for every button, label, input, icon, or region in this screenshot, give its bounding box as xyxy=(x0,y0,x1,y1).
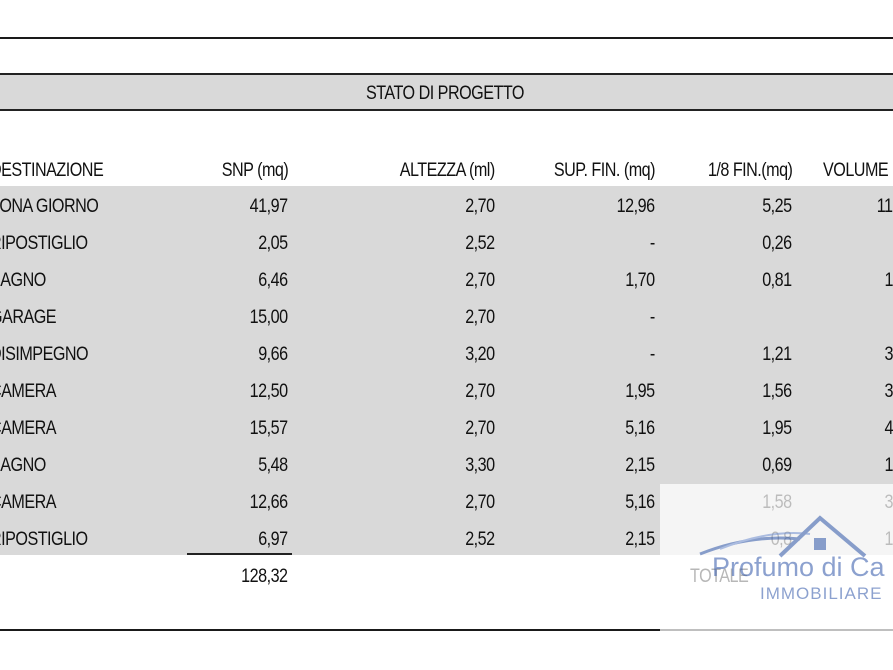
cell-volume: 11 xyxy=(877,196,893,217)
col-header-fin-8: 1/8 FIN.(mq) xyxy=(707,160,792,181)
cell-volume: 3 xyxy=(884,381,893,402)
cell-sup-fin: 1,70 xyxy=(625,270,656,291)
bottom-rule xyxy=(0,629,893,631)
cell-sup-fin: - xyxy=(650,233,655,254)
cell-snp: 15,57 xyxy=(250,418,288,439)
section-header: STATO DI PROGETTO xyxy=(0,73,893,111)
watermark-brand: Profumo di Ca xyxy=(712,552,885,582)
cell-sup-fin: 2,15 xyxy=(625,529,656,550)
cell-fin-8: 0,26 xyxy=(762,233,793,254)
cell-altezza: 2,52 xyxy=(465,233,496,254)
cell-snp: 2,05 xyxy=(258,233,289,254)
cell-snp: 41,97 xyxy=(250,196,288,217)
watermark-panel xyxy=(660,484,893,634)
cell-altezza: 2,70 xyxy=(465,307,496,328)
cell-destinazione: CAMERA xyxy=(0,418,57,439)
cell-sup-fin: 2,15 xyxy=(625,455,656,476)
cell-destinazione: DISIMPEGNO xyxy=(0,344,89,365)
top-rule xyxy=(0,37,893,39)
cell-volume: 4 xyxy=(884,418,893,439)
cell-fin-8: 5,25 xyxy=(762,196,793,217)
cell-snp: 6,46 xyxy=(258,270,289,291)
cell-snp: 6,97 xyxy=(258,529,289,550)
watermark-subtitle: IMMOBILIARE xyxy=(760,584,883,603)
cell-altezza: 3,30 xyxy=(465,455,496,476)
total-rule xyxy=(187,553,292,555)
cell-destinazione: BAGNO xyxy=(0,270,46,291)
cell-volume: 3 xyxy=(884,344,893,365)
cell-snp: 5,48 xyxy=(258,455,289,476)
cell-destinazione: BAGNO xyxy=(0,455,46,476)
cell-sup-fin: 1,95 xyxy=(625,381,656,402)
cell-sup-fin: 5,16 xyxy=(625,418,656,439)
cell-fin-8: 0,69 xyxy=(762,455,793,476)
cell-destinazione: RIPOSTIGLIO xyxy=(0,233,88,254)
cell-sup-fin: 5,16 xyxy=(625,492,656,513)
col-header-snp: SNP (mq) xyxy=(221,160,288,181)
cell-altezza: 2,70 xyxy=(465,492,496,513)
cell-destinazione: CAMERA xyxy=(0,492,57,513)
cell-altezza: 3,20 xyxy=(465,344,496,365)
cell-destinazione: ZONA GIORNO xyxy=(0,196,99,217)
cell-altezza: 2,70 xyxy=(465,381,496,402)
house-logo-icon xyxy=(699,515,867,558)
cell-sup-fin: - xyxy=(650,344,655,365)
cell-volume: 1 xyxy=(884,270,893,291)
section-title: STATO DI PROGETTO xyxy=(366,83,524,104)
watermark-total-label: TOTALE xyxy=(690,566,749,587)
cell-altezza: 2,70 xyxy=(465,196,496,217)
col-header-destinazione: DESTINAZIONE xyxy=(0,160,104,181)
cell-altezza: 2,70 xyxy=(465,418,496,439)
cell-altezza: 2,70 xyxy=(465,270,496,291)
cell-snp: 12,50 xyxy=(250,381,288,402)
col-header-sup-fin: SUP. FIN. (mq) xyxy=(553,160,656,181)
cell-snp: 12,66 xyxy=(250,492,288,513)
cell-sup-fin: - xyxy=(650,307,655,328)
cell-fin-8: 1,56 xyxy=(762,381,793,402)
col-header-volume: VOLUME xyxy=(823,160,889,181)
cell-fin-8: 1,95 xyxy=(762,418,793,439)
cell-volume: 1 xyxy=(884,455,893,476)
cell-snp: 15,00 xyxy=(250,307,288,328)
cell-fin-8: 0,81 xyxy=(762,270,793,291)
cell-destinazione: GARAGE xyxy=(0,307,57,328)
cell-snp: 9,66 xyxy=(258,344,289,365)
cell-sup-fin: 12,96 xyxy=(617,196,655,217)
cell-destinazione: RIPOSTIGLIO xyxy=(0,529,88,550)
cell-destinazione: CAMERA xyxy=(0,381,57,402)
cell-fin-8: 1,21 xyxy=(762,344,793,365)
col-header-altezza: ALTEZZA (ml) xyxy=(400,160,495,181)
cell-altezza: 2,52 xyxy=(465,529,496,550)
total-snp: 128,32 xyxy=(241,566,289,587)
